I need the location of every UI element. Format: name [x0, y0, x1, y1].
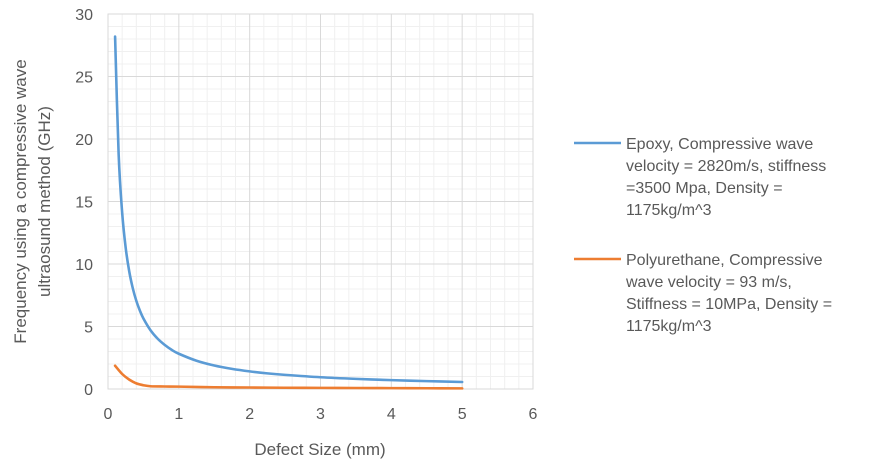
legend-label-line: wave velocity = 93 m/s,	[625, 274, 792, 291]
y-axis-title-line: Frequency using a compressive wave	[11, 59, 30, 343]
x-tick-label: 5	[458, 406, 467, 423]
legend-label-line: Epoxy, Compressive wave	[626, 136, 813, 153]
legend-label-line: Polyurethane, Compressive	[626, 252, 823, 269]
legend-label-line: velocity = 2820m/s, stiffness	[626, 158, 826, 175]
y-tick-label: 30	[75, 7, 93, 24]
legend-label-line: 1175kg/m^3	[626, 202, 712, 219]
x-tick-label: 4	[387, 406, 396, 423]
x-tick-label: 3	[316, 406, 325, 423]
x-tick-label: 2	[245, 406, 254, 423]
major-gridlines	[107, 13, 534, 390]
legend-label-line: =3500 Mpa, Density =	[626, 180, 783, 197]
y-tick-label: 20	[75, 132, 93, 149]
y-tick-label: 15	[75, 195, 93, 212]
legend-entry: Polyurethane, Compressive wave velocity =…	[574, 252, 832, 335]
series-lines	[113, 35, 464, 390]
legend-label-line: 1175kg/m^3	[626, 318, 712, 335]
legend-label-line: Stiffness = 10MPa, Density =	[626, 296, 832, 313]
x-axis-title: Defect Size (mm)	[254, 440, 385, 459]
x-tick-label: 1	[174, 406, 183, 423]
y-tick-label: 0	[84, 382, 93, 399]
y-tick-label: 10	[75, 257, 93, 274]
x-tick-label: 6	[529, 406, 538, 423]
y-axis-title: Frequency using a compressive wave ultrao…	[11, 59, 54, 343]
y-tick-label: 5	[84, 320, 93, 337]
series-line-epoxy	[113, 35, 464, 384]
y-tick-label: 25	[75, 70, 93, 87]
y-axis-ticks: 0 5 10 15 20 25 30	[75, 7, 93, 399]
x-tick-label: 0	[104, 406, 113, 423]
legend-entry: Epoxy, Compressive wave velocity = 2820m/…	[574, 136, 826, 219]
y-axis-title-line: ultraosund method (GHz)	[35, 106, 54, 297]
series-line-polyurethane	[113, 364, 464, 390]
legend: Epoxy, Compressive wave velocity = 2820m/…	[574, 136, 832, 335]
x-axis-ticks: 0 1 2 3 4 5 6	[104, 406, 538, 423]
